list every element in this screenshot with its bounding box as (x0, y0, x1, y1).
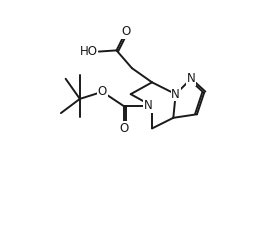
Text: O: O (121, 25, 131, 38)
Text: O: O (98, 85, 107, 98)
Text: N: N (171, 88, 180, 101)
Text: N: N (187, 72, 195, 85)
Text: HO: HO (80, 45, 98, 58)
Text: N: N (144, 99, 153, 113)
Text: O: O (119, 122, 128, 135)
